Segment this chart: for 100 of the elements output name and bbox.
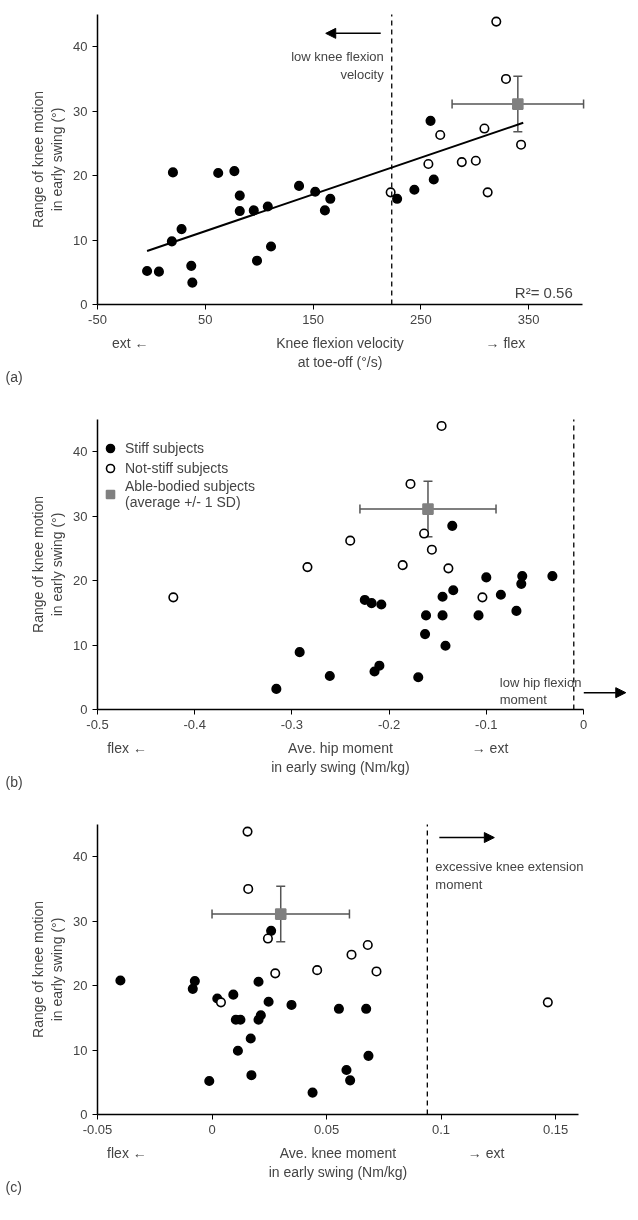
point [245,1033,256,1044]
x-tick-label: 0.15 [542,1121,569,1137]
y-tick-label: 30 [73,103,88,119]
point [263,996,274,1007]
y-tick-label: 20 [73,168,88,184]
point [167,167,178,178]
point [341,1064,352,1076]
point [479,123,490,134]
point [440,640,451,651]
point [319,205,330,216]
y-tick-label: 0 [80,1107,88,1122]
point [266,925,277,936]
text: (c) [5,1178,22,1195]
point [409,184,420,195]
y-tick-label: 40 [73,444,88,460]
text: (b) [5,773,23,790]
x-tick-label: 50 [198,311,213,327]
x-tick-label: -0.2 [377,716,401,732]
text: → flex [485,334,526,351]
point [512,98,524,110]
text: ext ← [112,334,149,351]
point [426,544,437,555]
point [142,265,153,277]
point [294,647,305,658]
point [253,976,264,987]
x-axis-title: Knee flexion velocity at toe-off (°/s) [276,334,404,370]
x-tick-label: 350 [517,311,540,327]
point [345,535,356,546]
x-tick-label: 150 [302,311,324,327]
point [516,139,527,150]
point [346,949,357,960]
point [251,255,263,266]
text: (a) [5,368,23,385]
point [333,1003,344,1014]
point [234,190,245,201]
x-tick-label: 0 [208,1121,216,1137]
point [405,478,416,489]
point [419,528,430,539]
point [187,277,198,288]
point [366,598,377,609]
point [422,503,434,515]
x-tick-label: -0.05 [82,1121,113,1137]
point [385,187,396,198]
point [262,933,273,944]
x-tick-label: -50 [88,311,107,327]
point [293,180,305,191]
point [517,571,528,582]
point [481,572,492,583]
point [274,908,287,920]
point [423,158,434,170]
x-tick-label: 0.1 [432,1121,451,1137]
ref-line-label: excessive knee extension moment [435,859,584,892]
point [302,562,313,573]
x-axis-title: Ave. hip moment in early swing (Nm/kg) [271,739,410,775]
text: → ext [471,739,509,756]
point [500,73,512,84]
y-tick-label: 40 [73,39,88,55]
point [176,224,187,235]
y-tick-label: 20 [73,978,88,994]
ref-line-label: low knee flexion velocity [291,49,385,82]
text: flex ← [107,1144,147,1161]
ref-line-label: low hip flexion moment [499,674,582,707]
y-tick-label: 40 [73,849,88,865]
point [246,1070,257,1081]
point [516,578,527,589]
point [363,1050,374,1061]
legend-label: Stiff subjects [125,440,205,456]
point [495,589,506,600]
y-tick-label: 30 [73,913,88,929]
point [374,660,385,671]
point [213,167,224,179]
y-axis-title: Range of knee motion in early swing (°) [29,901,66,1038]
y-tick-label: 10 [73,232,88,248]
point [186,260,197,271]
point [265,241,277,252]
x-axis-title: Ave. knee moment in early swing (Nm/kg) [268,1144,408,1180]
point [234,206,245,217]
point [482,187,493,198]
x-tick-label: -0.5 [86,716,109,732]
point [392,193,403,204]
y-tick-label: 20 [73,573,88,589]
point [312,965,323,976]
point [242,826,253,837]
point [189,976,200,987]
y-tick-label: 0 [80,297,88,312]
point [447,520,458,531]
point [325,193,336,204]
point [371,966,382,977]
point [428,174,439,185]
point [456,157,467,168]
x-tick-label: -0.3 [280,716,304,732]
point [187,983,198,994]
point [547,571,558,582]
text: flex ← [107,739,147,756]
point [243,883,254,894]
point [511,605,522,616]
legend-label: Able-bodied subjects (average +/- 1 SD) [125,478,255,510]
point [542,997,553,1008]
point [477,592,488,603]
point [168,592,179,603]
